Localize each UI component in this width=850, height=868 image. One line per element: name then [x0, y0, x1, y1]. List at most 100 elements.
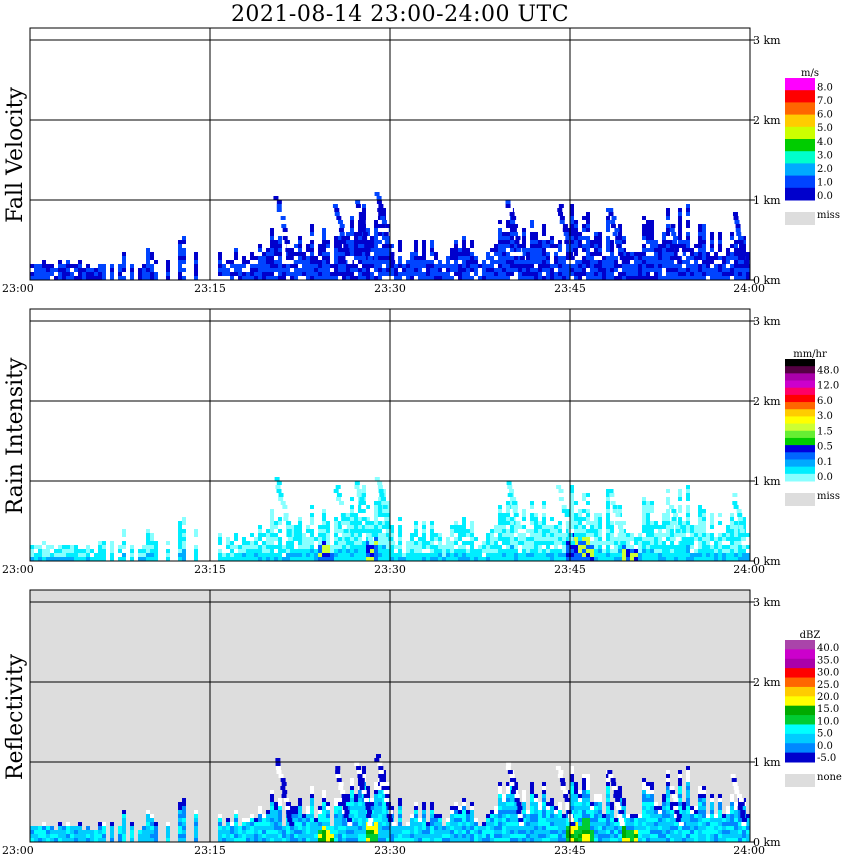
- echo-cell: [98, 838, 102, 842]
- echo-cell: [526, 549, 530, 553]
- echo-cell: [634, 834, 638, 838]
- echo-cell: [502, 248, 506, 252]
- echo-cell: [218, 838, 222, 842]
- x-tick-label: 23:30: [374, 563, 406, 576]
- echo-cell: [582, 541, 586, 545]
- echo-cell: [278, 533, 282, 537]
- echo-cell: [246, 549, 250, 553]
- echo-cell: [350, 517, 354, 521]
- echo-cell: [430, 240, 434, 244]
- echo-cell: [178, 264, 182, 268]
- echo-cell: [278, 272, 282, 276]
- echo-cell: [62, 545, 66, 549]
- echo-cell: [514, 529, 518, 533]
- echo-cell: [714, 834, 718, 838]
- echo-cell: [642, 782, 646, 786]
- echo-cell: [470, 256, 474, 260]
- echo-cell: [566, 545, 570, 549]
- echo-cell: [422, 802, 426, 806]
- echo-cell: [554, 557, 558, 561]
- echo-cell: [374, 838, 378, 842]
- echo-cell: [86, 276, 90, 280]
- echo-cell: [638, 834, 642, 838]
- echo-cell: [258, 541, 262, 545]
- echo-cell: [30, 826, 34, 830]
- x-tick-label: 23:45: [554, 282, 586, 295]
- echo-cell: [230, 268, 234, 272]
- echo-cell: [490, 553, 494, 557]
- echo-cell: [646, 838, 650, 842]
- echo-cell: [718, 818, 722, 822]
- echo-cell: [342, 826, 346, 830]
- echo-cell: [586, 216, 590, 220]
- echo-cell: [542, 782, 546, 786]
- echo-cell: [574, 826, 578, 830]
- echo-cell: [586, 541, 590, 545]
- echo-cell: [374, 264, 378, 268]
- echo-cell: [611, 497, 617, 501]
- echo-cell: [74, 549, 78, 553]
- echo-cell: [654, 545, 658, 549]
- echo-cell: [578, 244, 582, 248]
- echo-cell: [686, 505, 690, 509]
- echo-cell: [326, 248, 330, 252]
- echo-cell: [730, 513, 734, 517]
- echo-cell: [650, 248, 654, 252]
- echo-cell: [278, 822, 282, 826]
- echo-cell: [70, 553, 74, 557]
- echo-cell: [358, 513, 362, 517]
- x-tick-label: 23:00: [2, 282, 34, 295]
- colorbar-missing-label: miss: [817, 491, 840, 502]
- echo-cell: [586, 232, 590, 236]
- echo-cell: [514, 240, 520, 244]
- echo-cell: [738, 822, 742, 826]
- echo-cell: [606, 790, 610, 794]
- echo-cell: [674, 276, 678, 280]
- echo-cell: [462, 834, 466, 838]
- echo-cell: [670, 256, 674, 260]
- echo-cell: [338, 260, 342, 264]
- echo-cell: [390, 838, 394, 842]
- echo-cell: [586, 806, 590, 810]
- echo-cell: [286, 814, 292, 818]
- echo-cell: [538, 537, 542, 541]
- echo-cell: [530, 826, 534, 830]
- echo-cell: [514, 252, 518, 256]
- echo-cell: [514, 537, 518, 541]
- echo-cell: [358, 216, 364, 220]
- echo-cell: [334, 541, 338, 545]
- echo-cell: [626, 276, 630, 280]
- echo-cell: [378, 794, 382, 798]
- echo-cell: [730, 834, 734, 838]
- echo-cell: [418, 276, 422, 280]
- echo-cell: [570, 545, 574, 549]
- echo-cell: [365, 240, 371, 244]
- echo-cell: [510, 830, 514, 834]
- echo-cell: [726, 822, 730, 826]
- echo-cell: [622, 517, 626, 521]
- echo-cell: [642, 545, 646, 549]
- echo-cell: [650, 268, 654, 272]
- echo-cell: [546, 541, 550, 545]
- echo-cell: [606, 814, 610, 818]
- echo-cell: [394, 553, 398, 557]
- echo-cell: [574, 244, 578, 248]
- echo-cell: [130, 276, 134, 280]
- echo-cell: [430, 802, 434, 806]
- echo-cell: [606, 822, 610, 826]
- echo-cell: [358, 794, 362, 798]
- echo-cell: [122, 264, 126, 268]
- echo-cell: [166, 830, 170, 834]
- echo-cell: [662, 236, 666, 240]
- echo-cell: [526, 252, 530, 256]
- echo-cell: [282, 228, 288, 232]
- echo-cell: [398, 826, 402, 830]
- echo-cell: [622, 264, 626, 268]
- echo-cell: [458, 264, 462, 268]
- echo-cell: [274, 276, 278, 280]
- echo-cell: [398, 244, 402, 248]
- echo-cell: [662, 272, 666, 276]
- echo-cell: [374, 509, 378, 513]
- echo-cell: [690, 553, 694, 557]
- echo-cell: [462, 248, 466, 252]
